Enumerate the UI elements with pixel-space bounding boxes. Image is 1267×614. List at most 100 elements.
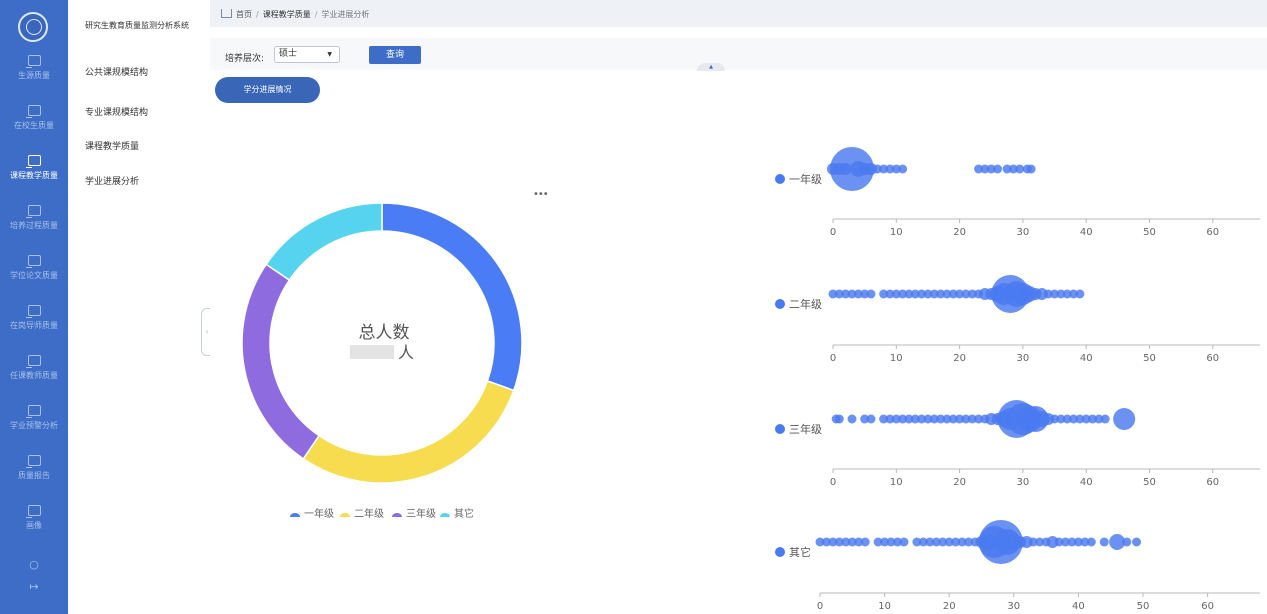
donut-segment[interactable] — [241, 263, 321, 460]
scatter-point[interactable] — [885, 164, 895, 174]
scatter-point[interactable] — [936, 414, 946, 424]
legend-label[interactable]: 三年级 — [406, 507, 436, 520]
legend-label[interactable]: 一年级 — [304, 507, 334, 520]
scatter-point[interactable] — [944, 537, 954, 547]
scatter-point[interactable] — [1062, 289, 1072, 299]
scatter-point[interactable] — [1062, 414, 1072, 424]
scatter-point[interactable] — [974, 414, 984, 424]
scatter-point[interactable] — [923, 414, 933, 424]
scatter-point[interactable] — [929, 414, 939, 424]
scatter-point[interactable] — [854, 537, 864, 547]
scatter-point[interactable] — [1002, 164, 1012, 174]
user-icon[interactable]: ○ — [29, 558, 39, 571]
scatter-point[interactable] — [873, 537, 883, 547]
scatter-point[interactable] — [847, 537, 857, 547]
scatter-point[interactable] — [899, 537, 909, 547]
collapse-handle[interactable]: ‹ — [201, 308, 212, 356]
donut-segment[interactable] — [265, 202, 383, 282]
scatter-point[interactable] — [866, 289, 876, 299]
scatter-point[interactable] — [880, 537, 890, 547]
scatter-point[interactable] — [961, 414, 971, 424]
legend-swatch[interactable] — [290, 513, 300, 517]
scatter-point[interactable] — [967, 289, 977, 299]
scatter-point[interactable] — [1056, 289, 1066, 299]
scatter-point[interactable] — [893, 537, 903, 547]
scatter-point[interactable] — [1080, 537, 1090, 547]
scatter-point[interactable] — [951, 537, 961, 547]
scatter-point[interactable] — [925, 537, 935, 547]
scatter-point[interactable] — [912, 537, 922, 547]
scatter-point[interactable] — [847, 414, 857, 424]
rail-item-2[interactable]: 课程教学质量 — [0, 155, 68, 195]
scatter-point[interactable] — [1113, 408, 1136, 430]
scatter-point[interactable] — [918, 537, 928, 547]
logout-icon[interactable]: ↦ — [29, 580, 39, 593]
scatter-point[interactable] — [1067, 537, 1077, 547]
scatter-point[interactable] — [1094, 414, 1104, 424]
rail-item-6[interactable]: 任课教师质量 — [0, 355, 68, 395]
scatter-point[interactable] — [1035, 537, 1045, 547]
scatter-point[interactable] — [1069, 414, 1079, 424]
legend-swatch[interactable] — [340, 513, 350, 517]
scatter-point[interactable] — [879, 289, 889, 299]
scatter-point[interactable] — [841, 537, 851, 547]
rail-item-4[interactable]: 学位论文质量 — [0, 255, 68, 295]
level-select[interactable]: 硕士 ▼ — [274, 46, 340, 63]
scatter-point[interactable] — [885, 414, 895, 424]
scatter-point[interactable] — [898, 289, 908, 299]
scatter-point[interactable] — [955, 289, 965, 299]
scatter-point[interactable] — [1075, 414, 1085, 424]
rail-item-0[interactable]: 生源质量 — [0, 55, 68, 95]
scatter-point[interactable] — [974, 164, 984, 174]
scatter-point[interactable] — [942, 289, 952, 299]
scatter-point[interactable] — [917, 289, 927, 299]
scatter-point[interactable] — [1060, 537, 1070, 547]
scatter-point[interactable] — [942, 414, 952, 424]
scatter-point[interactable] — [828, 289, 838, 299]
scatter-point[interactable] — [1069, 289, 1079, 299]
submenu-item-public-course[interactable]: 公共课规模结构 — [85, 68, 149, 78]
rail-item-7[interactable]: 学业预警分析 — [0, 405, 68, 445]
legend-label[interactable]: 其它 — [454, 507, 474, 520]
scatter-point[interactable] — [853, 289, 863, 299]
scatter-point[interactable] — [1100, 414, 1110, 424]
scatter-point[interactable] — [1056, 414, 1066, 424]
breadcrumb-home[interactable]: 首页 — [236, 10, 252, 19]
scatter-point[interactable] — [904, 289, 914, 299]
legend-swatch[interactable] — [440, 513, 450, 517]
scatter-point[interactable] — [948, 289, 958, 299]
scatter-point[interactable] — [1086, 537, 1096, 547]
scatter-point[interactable] — [860, 414, 870, 424]
scatter-point[interactable] — [886, 537, 896, 547]
scatter-point[interactable] — [917, 414, 927, 424]
scatter-point[interactable] — [1088, 414, 1098, 424]
submenu-item-progress-analysis[interactable]: 学业进展分析 — [85, 177, 140, 187]
scatter-point[interactable] — [860, 537, 870, 547]
scatter-point[interactable] — [891, 414, 901, 424]
scatter-point[interactable] — [1050, 289, 1060, 299]
scatter-point[interactable] — [948, 414, 958, 424]
scatter-point[interactable] — [980, 164, 990, 174]
scatter-point[interactable] — [885, 289, 895, 299]
rail-item-1[interactable]: 在校生质量 — [0, 105, 68, 145]
scatter-point[interactable] — [1099, 537, 1109, 547]
scatter-point[interactable] — [1020, 536, 1033, 548]
scatter-point[interactable] — [1008, 164, 1018, 174]
scatter-point[interactable] — [879, 414, 889, 424]
scatter-point[interactable] — [938, 537, 948, 547]
scatter-point[interactable] — [991, 275, 1030, 313]
rail-item-9[interactable]: 画像 — [0, 505, 68, 545]
query-button[interactable]: 查询 — [369, 46, 421, 64]
scatter-point[interactable] — [955, 414, 965, 424]
scatter-point[interactable] — [860, 289, 870, 299]
scatter-point[interactable] — [866, 414, 876, 424]
rail-item-8[interactable]: 质量报告 — [0, 455, 68, 495]
scatter-point[interactable] — [1046, 536, 1059, 548]
scatter-point[interactable] — [847, 289, 857, 299]
scatter-point[interactable] — [1075, 289, 1085, 299]
legend-swatch[interactable] — [392, 513, 402, 517]
legend-label[interactable]: 二年级 — [354, 507, 384, 520]
scatter-point[interactable] — [923, 289, 933, 299]
scatter-point[interactable] — [967, 414, 977, 424]
scatter-point[interactable] — [936, 289, 946, 299]
